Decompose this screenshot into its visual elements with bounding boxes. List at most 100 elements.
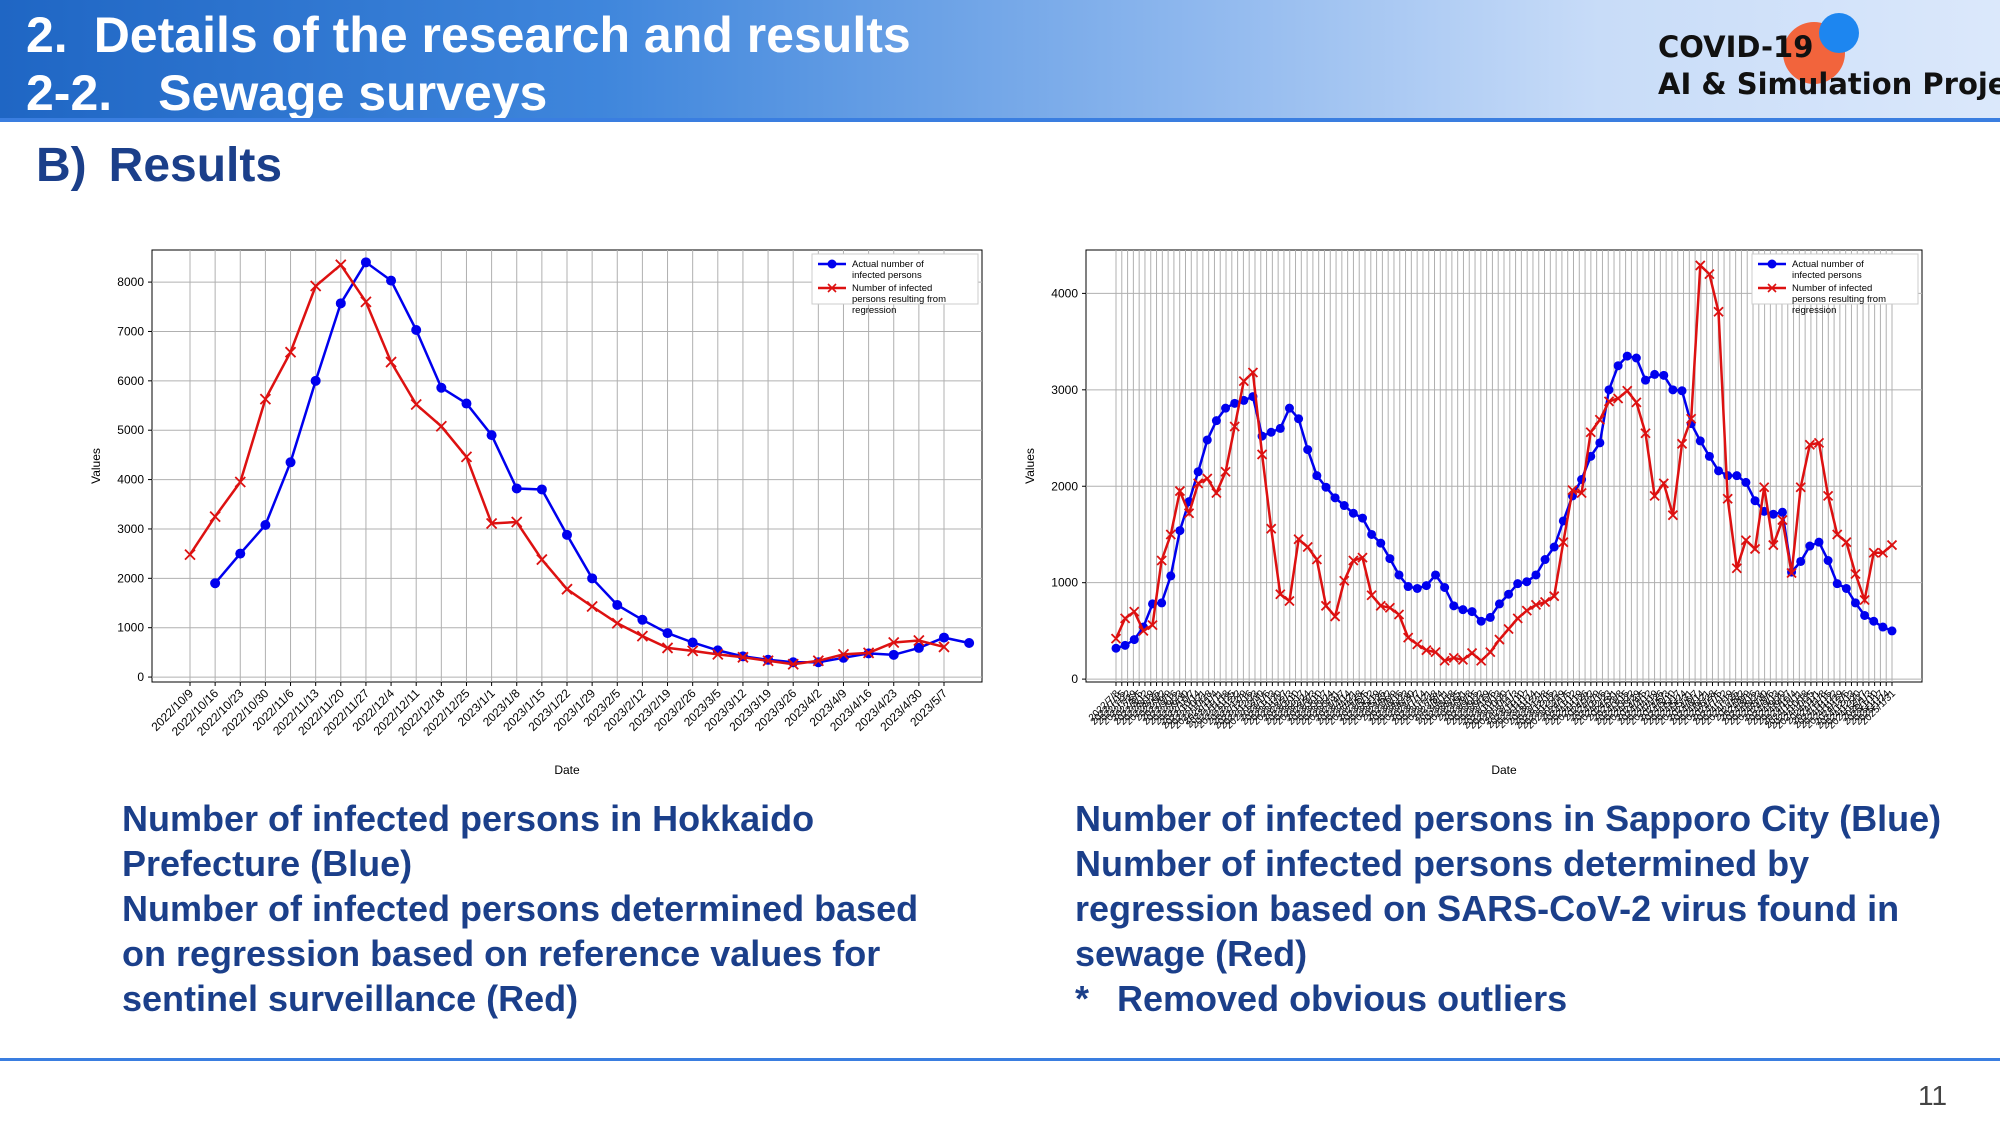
- data-point-actual: [888, 649, 899, 660]
- data-point-actual: [1357, 513, 1367, 523]
- data-point-regression: [1749, 543, 1761, 555]
- data-point-regression: [435, 420, 447, 432]
- data-point-actual: [1549, 542, 1559, 552]
- right-caption-line: Number of infected persons determined by: [1075, 843, 1810, 884]
- data-point-regression: [1485, 646, 1496, 658]
- data-point-actual: [1860, 610, 1870, 620]
- legend-label: infected persons: [1792, 270, 1862, 281]
- data-point-actual: [1266, 427, 1276, 437]
- data-point-regression: [1430, 646, 1441, 658]
- data-point-actual: [335, 298, 346, 309]
- data-point-regression: [1631, 397, 1642, 408]
- data-point-actual: [1841, 583, 1851, 593]
- data-point-regression: [1466, 647, 1478, 659]
- data-point-actual: [461, 398, 472, 409]
- sapporo-chart: 010002000300040002022/7/82022/7/152022/7…: [1023, 249, 1923, 777]
- data-point-actual: [1814, 537, 1824, 547]
- data-point-regression: [712, 648, 724, 660]
- data-point-actual: [1869, 616, 1879, 626]
- data-point-regression: [1256, 449, 1268, 460]
- y-tick-label: 1000: [117, 621, 144, 635]
- legend-label: regression: [1792, 305, 1836, 316]
- legend-marker: [827, 259, 837, 269]
- left-caption-line: Number of infected persons determined ba…: [122, 888, 919, 929]
- legend-label: Actual number of: [852, 259, 924, 270]
- legend-label: persons resulting from: [852, 294, 946, 305]
- data-point-regression: [1156, 555, 1167, 566]
- data-point-regression: [1658, 478, 1669, 489]
- logo-blue-circle: [1819, 13, 1859, 53]
- data-point-actual: [1704, 451, 1714, 461]
- data-point-actual: [1677, 386, 1687, 396]
- data-point-actual: [1768, 509, 1778, 519]
- data-point-regression: [1302, 541, 1313, 553]
- data-point-actual: [1714, 466, 1724, 476]
- data-point-regression: [812, 655, 824, 667]
- data-point-actual: [536, 484, 547, 495]
- legend-box: [1751, 253, 1919, 305]
- data-point-regression: [938, 641, 950, 653]
- data-point-actual: [1385, 554, 1395, 564]
- data-point-actual: [913, 642, 924, 653]
- data-point-regression: [1129, 606, 1140, 617]
- data-point-regression: [1850, 568, 1861, 580]
- legend-label: persons resulting from: [1792, 294, 1886, 305]
- data-point-regression: [1722, 493, 1733, 504]
- data-point-regression: [1530, 599, 1542, 610]
- data-point-actual: [1650, 369, 1660, 379]
- y-tick-label: 4000: [117, 473, 144, 487]
- legend-label: regression: [852, 305, 896, 316]
- legend-marker: [1767, 259, 1777, 269]
- project-logo: COVID-19 AI & Simulation Project: [1655, 12, 2000, 112]
- data-point-actual: [1613, 361, 1623, 371]
- header-line2-text: Sewage surveys: [158, 65, 548, 121]
- x-axis-label: Date: [1491, 763, 1517, 777]
- data-point-regression: [1676, 438, 1688, 449]
- data-point-regression: [1539, 596, 1551, 608]
- data-point-actual: [1659, 370, 1669, 380]
- data-point-regression: [1147, 619, 1158, 631]
- header-title-line1: 2. Details of the research and results: [26, 6, 911, 64]
- data-point-actual: [1440, 583, 1450, 592]
- data-point-regression: [1841, 537, 1852, 548]
- data-point-actual: [1622, 351, 1632, 361]
- data-point-actual: [1211, 416, 1221, 426]
- data-point-regression: [1138, 625, 1149, 637]
- data-point-actual: [662, 628, 673, 639]
- data-point-regression: [1366, 590, 1377, 601]
- data-point-actual: [235, 548, 246, 559]
- data-point-regression: [1329, 611, 1341, 622]
- data-point-actual: [1166, 571, 1176, 581]
- data-point-regression: [1594, 414, 1605, 425]
- data-point-actual: [1695, 436, 1705, 446]
- data-point-regression: [1567, 484, 1578, 496]
- data-point-actual: [1887, 626, 1897, 636]
- data-point-regression: [1521, 605, 1532, 616]
- data-point-actual: [1193, 467, 1203, 477]
- hokkaido-chart: 0100020003000400050006000700080002022/10…: [89, 249, 983, 777]
- data-point-regression: [460, 451, 473, 463]
- data-point-actual: [1631, 353, 1641, 363]
- data-point-actual: [1595, 438, 1605, 448]
- data-point-actual: [360, 257, 371, 268]
- data-point-regression: [611, 617, 623, 629]
- data-point-regression: [1403, 632, 1414, 643]
- header-line2-number: 2-2.: [26, 65, 113, 121]
- data-point-actual: [1641, 375, 1651, 385]
- data-point-actual: [1275, 423, 1285, 433]
- legend-marker: [827, 283, 837, 293]
- data-point-actual: [1449, 601, 1459, 611]
- y-tick-label: 8000: [117, 275, 144, 289]
- data-point-regression: [1448, 652, 1459, 664]
- data-point-actual: [1431, 570, 1441, 580]
- section-title-text: Results: [108, 139, 283, 192]
- data-point-regression: [335, 259, 347, 271]
- legend-label: Number of infected: [852, 283, 932, 294]
- data-point-regression: [1339, 575, 1350, 586]
- data-point-regression: [1813, 437, 1825, 448]
- y-tick-label: 1000: [1051, 576, 1078, 590]
- data-point-actual: [1540, 555, 1550, 565]
- data-point-actual: [210, 578, 221, 589]
- data-point-actual: [1376, 538, 1386, 548]
- y-tick-label: 2000: [1051, 479, 1078, 493]
